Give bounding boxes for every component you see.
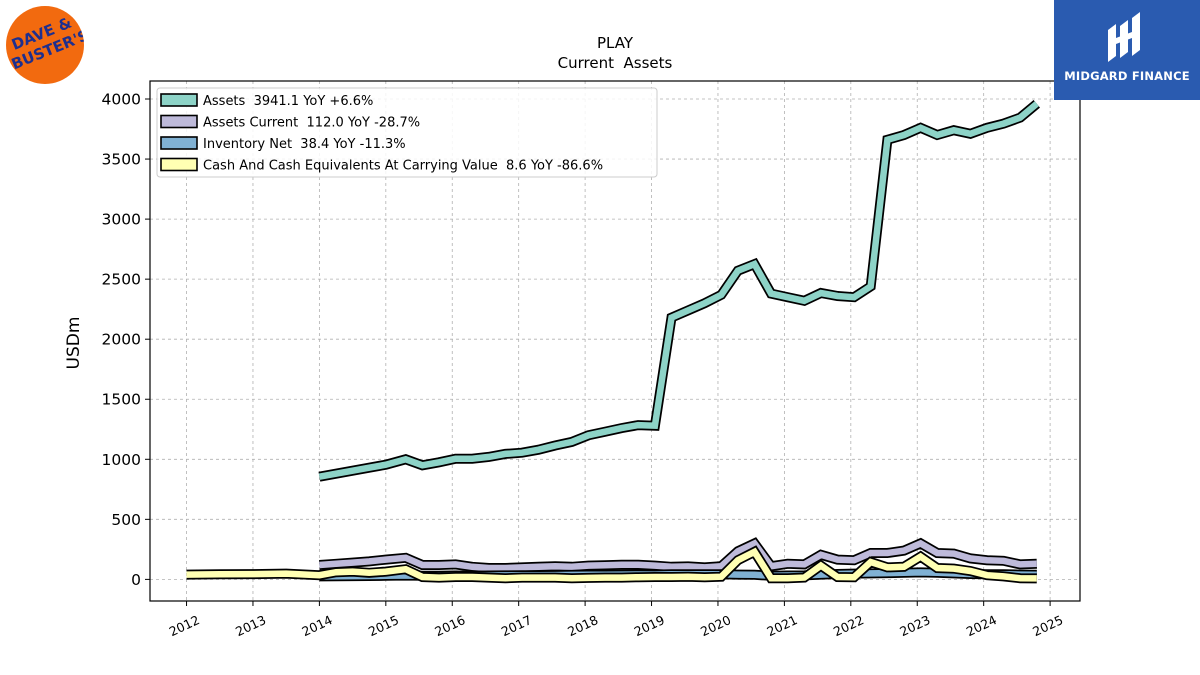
legend-swatch	[160, 114, 198, 129]
midgard-finance-logo: MIDGARD FINANCE	[1054, 0, 1200, 100]
series-line	[319, 539, 1037, 572]
x-tick-label: 2012	[167, 612, 202, 639]
y-tick-label: 4000	[102, 91, 141, 109]
x-tick-label: 2023	[897, 612, 932, 639]
x-tick-label: 2013	[233, 612, 268, 639]
x-tick-label: 2021	[764, 612, 799, 639]
y-tick-label: 3000	[102, 211, 141, 229]
midgard-logo-text: MIDGARD FINANCE	[1064, 69, 1190, 83]
legend-swatch	[160, 136, 198, 150]
y-axis-label: USDm	[64, 317, 84, 370]
legend-label: Inventory Net 38.4 YoY -11.3%	[203, 137, 406, 152]
legend-label: Cash And Cash Equivalents At Carrying Va…	[203, 159, 603, 174]
y-tick-label: 2000	[102, 331, 141, 349]
x-tick-label: 2015	[366, 612, 401, 639]
x-tick-label: 2018	[565, 612, 600, 639]
dave-busters-logo-text: DAVE & BUSTER'S	[8, 13, 84, 74]
plot-frame	[149, 80, 1081, 602]
legend-swatch	[160, 93, 198, 107]
x-tick-label: 2017	[499, 612, 534, 639]
midgard-mark-icon	[1108, 12, 1140, 62]
y-tick-label: 1500	[102, 391, 141, 409]
y-axis: 0 500 1000 1500 2000 2500 3000 3500 4000	[102, 91, 150, 589]
x-tick-label: 2019	[632, 612, 667, 639]
legend-label: Assets 3941.1 YoY +6.6%	[203, 94, 373, 109]
series-line	[186, 547, 1037, 582]
x-tick-label: 2024	[964, 612, 999, 639]
legend-swatch	[160, 157, 198, 172]
legend-box	[156, 87, 658, 178]
legend: Assets 3941.1 YoY +6.6% Assets Current 11…	[156, 87, 658, 178]
x-tick-label: 2025	[1030, 612, 1065, 639]
x-tick-label: 2022	[831, 612, 866, 639]
series-group	[186, 99, 1040, 584]
legend-label: Assets Current 112.0 YoY -28.7%	[203, 116, 420, 131]
chart-title: PLAY	[597, 34, 634, 52]
y-tick-label: 500	[111, 511, 141, 529]
y-tick-label: 1000	[102, 451, 141, 469]
x-tick-label: 2016	[432, 612, 467, 639]
y-tick-label: 2500	[102, 271, 141, 289]
x-tick-label: 2020	[698, 612, 733, 639]
y-tick-label: 3500	[102, 151, 141, 169]
x-axis: 2012 2013 2014 2015 2016 2017 2018 2019 2020 2021…	[167, 601, 1065, 639]
dave-busters-logo: DAVE & BUSTER'S	[6, 6, 84, 84]
chart-subtitle: Current Assets	[558, 54, 673, 72]
y-tick-label: 0	[131, 571, 141, 589]
x-tick-label: 2014	[299, 612, 334, 639]
series-line	[318, 101, 1039, 480]
